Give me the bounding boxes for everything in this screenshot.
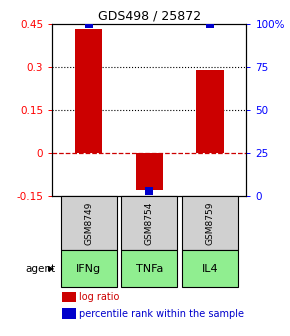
Text: GSM8759: GSM8759 [206, 202, 215, 245]
Bar [61, 250, 117, 287]
Point [208, 22, 212, 27]
Text: log ratio: log ratio [79, 292, 120, 302]
Text: GSM8749: GSM8749 [84, 202, 93, 245]
Bar [61, 196, 117, 250]
Bar [122, 196, 177, 250]
Bar [62, 308, 75, 319]
Bar [62, 292, 75, 302]
Bar [122, 250, 177, 287]
Text: GSM8754: GSM8754 [145, 202, 154, 245]
Point [147, 188, 152, 194]
Bar [196, 70, 224, 153]
Bar [182, 196, 238, 250]
Text: percentile rank within the sample: percentile rank within the sample [79, 309, 244, 319]
Text: IFNg: IFNg [76, 264, 101, 274]
Text: agent: agent [25, 264, 55, 274]
Text: TNFa: TNFa [136, 264, 163, 274]
Bar [75, 29, 102, 153]
Point [86, 22, 91, 27]
Title: GDS498 / 25872: GDS498 / 25872 [98, 9, 201, 23]
Bar [136, 153, 163, 191]
Bar [182, 250, 238, 287]
Text: IL4: IL4 [202, 264, 218, 274]
